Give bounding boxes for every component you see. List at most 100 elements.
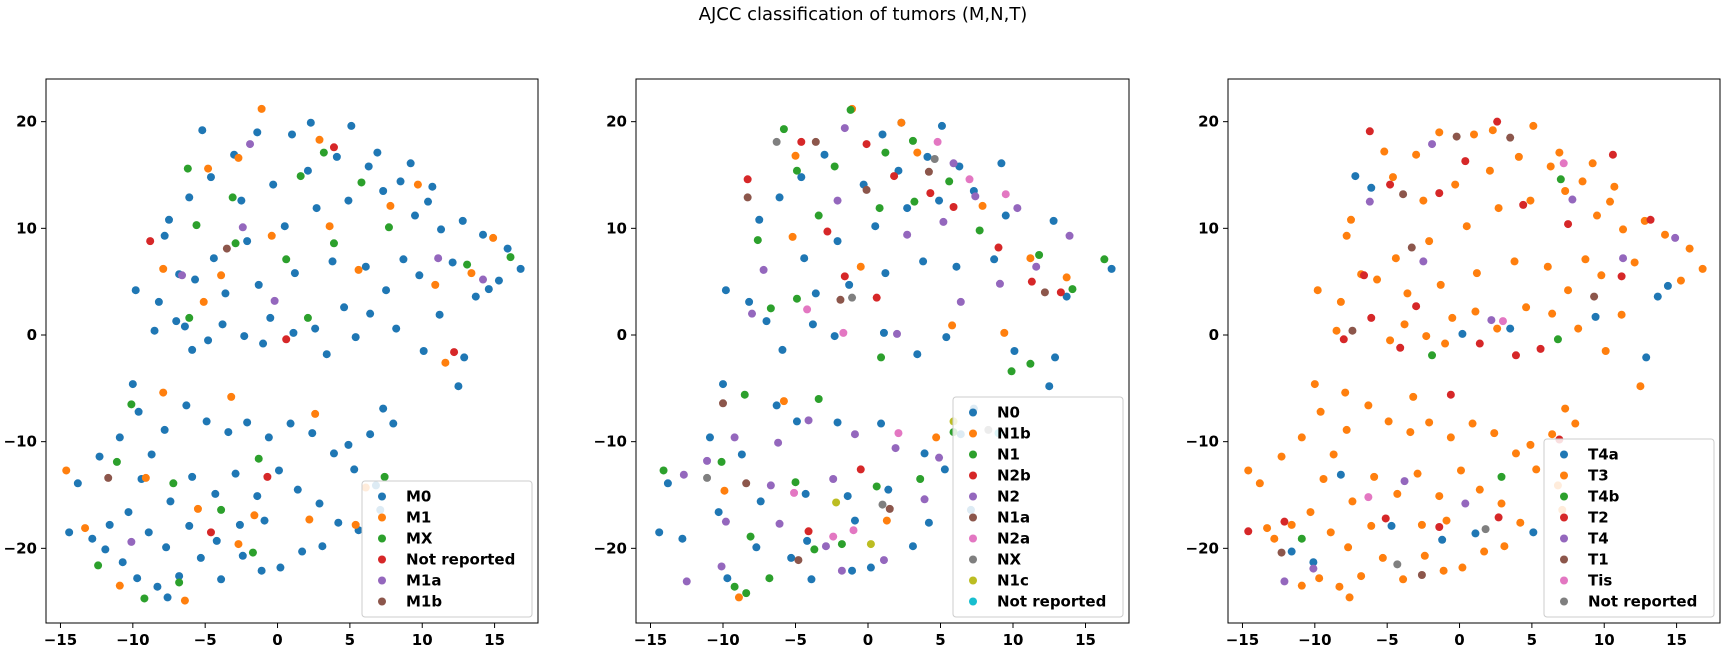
scatter-point: [141, 473, 150, 482]
y-tick-label: −10: [1186, 433, 1219, 451]
legend-marker: [969, 513, 977, 522]
scatter-point: [705, 433, 714, 442]
scatter-point: [1425, 237, 1434, 246]
scatter-point: [1255, 479, 1264, 488]
scatter-point: [1381, 514, 1390, 523]
scatter-point: [344, 440, 353, 449]
scatter-point: [101, 545, 110, 554]
series-not-reported: [1393, 525, 1490, 569]
legend-marker: [969, 450, 977, 459]
scatter-point: [188, 345, 197, 354]
scatter-point: [779, 125, 788, 134]
y-tick-label: 0: [27, 326, 37, 344]
scatter-point: [484, 285, 493, 294]
scatter-point: [182, 401, 191, 410]
scatter-point: [479, 230, 488, 239]
scatter-point: [849, 526, 858, 535]
scatter-point: [169, 479, 178, 488]
scatter-point: [296, 172, 305, 181]
scatter-point: [506, 253, 515, 262]
scatter-point: [1446, 433, 1455, 442]
scatter-point: [924, 167, 933, 176]
scatter-point: [800, 254, 809, 263]
scatter-point: [1107, 264, 1116, 273]
scatter-point: [329, 239, 338, 248]
scatter-point: [740, 390, 749, 399]
scatter-point: [920, 449, 929, 458]
x-tick-label: −10: [1298, 631, 1331, 649]
scatter-point: [978, 201, 987, 210]
scatter-point: [280, 222, 289, 231]
scatter-point: [448, 258, 457, 267]
scatter-point: [454, 382, 463, 391]
scatter-point: [1388, 173, 1397, 182]
scatter-point: [1277, 548, 1286, 557]
scatter-point: [1384, 417, 1393, 426]
scatter-point: [180, 596, 189, 605]
scatter-point: [434, 254, 443, 263]
scatter-point: [971, 192, 980, 201]
scatter-point: [1315, 574, 1324, 583]
x-tick-label: 15: [1666, 631, 1687, 649]
scatter-point: [897, 118, 906, 127]
scatter-point: [94, 561, 103, 570]
legend-label: N1c: [997, 572, 1029, 590]
scatter-point: [62, 466, 71, 475]
figure-title: AJCC classification of tumors (M,N,T): [698, 4, 1028, 25]
scatter-point: [804, 527, 813, 536]
scatter-point: [1653, 292, 1662, 301]
scatter-point: [1399, 190, 1408, 199]
legend-label: N0: [997, 404, 1020, 422]
scatter-point: [801, 489, 810, 498]
scatter-point: [1458, 329, 1467, 338]
legend-marker: [378, 534, 386, 543]
scatter-point: [154, 297, 163, 306]
scatter-point: [884, 485, 893, 494]
scatter-point: [742, 589, 751, 598]
scatter-point: [1511, 449, 1520, 458]
scatter-point: [463, 260, 472, 269]
scatter-point: [792, 417, 801, 426]
y-tick-label: 20: [1198, 113, 1219, 131]
legend-label: M1: [406, 509, 431, 527]
scatter-point: [329, 449, 338, 458]
scatter-point: [1522, 303, 1531, 312]
scatter-point: [913, 350, 922, 359]
legend-marker: [1560, 513, 1568, 522]
scatter-point: [679, 470, 688, 479]
scatter-point: [243, 237, 252, 246]
scatter-point: [703, 473, 712, 482]
legend-label: NX: [997, 551, 1022, 569]
scatter-point: [862, 140, 871, 149]
scatter-point: [878, 500, 887, 509]
scatter-point: [234, 540, 243, 549]
legend-label: N1b: [997, 425, 1031, 443]
scatter-point: [1326, 528, 1335, 537]
scatter-point: [765, 574, 774, 583]
scatter-point: [253, 492, 262, 501]
scatter-point: [850, 430, 859, 439]
scatter-point: [1529, 528, 1538, 537]
scatter-point: [1536, 344, 1545, 353]
scatter-point: [866, 540, 875, 549]
scatter-point: [1412, 150, 1421, 159]
scatter-point: [458, 216, 467, 225]
series-m1a: [127, 140, 488, 546]
scatter-point: [1571, 419, 1580, 428]
scatter-point: [1581, 255, 1590, 264]
scatter-point: [1417, 520, 1426, 529]
legend-label: Not reported: [997, 593, 1106, 611]
scatter-point: [428, 182, 437, 191]
scatter-point: [357, 178, 366, 187]
scatter-point: [231, 239, 240, 248]
scatter-point: [379, 187, 388, 195]
scatter-point: [162, 543, 171, 552]
scatter-point: [240, 332, 249, 341]
scatter-point: [160, 231, 169, 240]
scatter-point: [942, 333, 951, 342]
scatter-point: [871, 222, 880, 231]
legend-label: M0: [406, 488, 431, 506]
scatter-point: [221, 289, 230, 298]
scatter-point: [721, 517, 730, 526]
